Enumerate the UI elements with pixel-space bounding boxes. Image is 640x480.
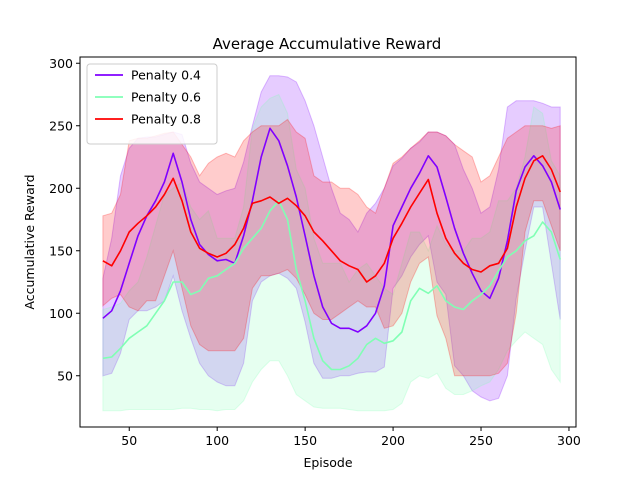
- y-tick-label: 100: [49, 306, 73, 321]
- x-tick-label: 200: [381, 433, 405, 448]
- y-tick-label: 300: [49, 56, 73, 71]
- line-penalty-0-8: [102, 155, 561, 283]
- legend-label-penalty-0-6: Penalty 0.6: [131, 90, 201, 105]
- x-tick-label: 250: [469, 433, 493, 448]
- band-penalty-0-8: [102, 118, 561, 377]
- x-axis-label: Episode: [303, 455, 352, 470]
- line-penalty-0-4: [102, 127, 561, 333]
- series-lines: [102, 127, 561, 371]
- y-axis: 50 100 150 200 250 300: [49, 56, 80, 383]
- band-penalty-0-4: [102, 75, 561, 402]
- legend: Penalty 0.4 Penalty 0.6 Penalty 0.8: [86, 63, 218, 145]
- legend-box: [86, 63, 218, 145]
- line-penalty-0-6: [102, 200, 561, 371]
- x-tick-label: 50: [121, 433, 137, 448]
- chart-title: Average Accumulative Reward: [213, 35, 442, 53]
- confidence-bands: [102, 75, 561, 412]
- y-tick-label: 200: [49, 181, 73, 196]
- x-tick-label: 150: [293, 433, 317, 448]
- x-axis: 50 100 150 200 250 300: [121, 427, 581, 448]
- legend-label-penalty-0-8: Penalty 0.8: [131, 112, 201, 127]
- y-tick-label: 50: [57, 368, 73, 383]
- y-axis-label: Accumulative Reward: [22, 174, 37, 309]
- x-tick-label: 300: [557, 433, 581, 448]
- y-tick-label: 250: [49, 118, 73, 133]
- band-penalty-0-6: [102, 93, 561, 412]
- y-tick-label: 150: [49, 243, 73, 258]
- x-tick-label: 100: [205, 433, 229, 448]
- legend-label-penalty-0-4: Penalty 0.4: [131, 68, 201, 83]
- plot-frame: [79, 56, 577, 428]
